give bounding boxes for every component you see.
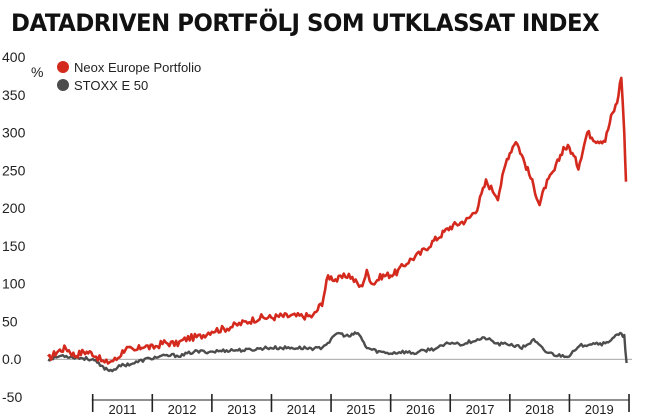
chart-title: DATADRIVEN PORTFÖLJ SOM UTKLASSAT INDEX [11,9,600,37]
legend: Neox Europe Portfolio STOXX E 50 [57,60,201,93]
x-tick-label: 2018 [525,402,554,417]
y-tick-label: 200 [2,200,26,216]
y-tick-label: 100 [2,276,26,292]
y-tick-label: 0.0 [2,351,22,367]
series-line [47,76,628,365]
series-lines [47,76,628,373]
series-line [47,331,628,373]
x-tick-label: 2015 [346,402,375,417]
y-axis-unit: % [31,64,43,80]
y-tick-label: 300 [2,125,26,141]
y-axis: 400 350 300 250 200 150 100 50 0.0 -50% [2,49,632,405]
y-tick-label: -50 [2,389,22,405]
x-tick-label: 2012 [168,402,197,417]
x-tick-label: 2014 [287,402,316,417]
legend-marker [57,79,69,91]
x-tick-label: 2019 [585,402,614,417]
x-tick-label: 2016 [406,402,435,417]
y-tick-label: 400 [2,49,26,65]
y-tick-label: 250 [2,162,26,178]
x-tick-label: 2011 [109,402,137,417]
y-tick-label: 350 [2,87,26,103]
x-axis: 2011 2012 2013 2014 2015 2016 2017 2018 2019 [91,394,630,417]
legend-label: Neox Europe Portfolio [74,60,201,75]
y-tick-label: 150 [2,238,26,254]
y-tick-label: 50 [2,313,18,329]
legend-marker [57,61,69,73]
legend-label: STOXX E 50 [74,78,148,93]
x-tick-label: 2017 [466,402,495,417]
x-tick-label: 2013 [227,402,256,417]
